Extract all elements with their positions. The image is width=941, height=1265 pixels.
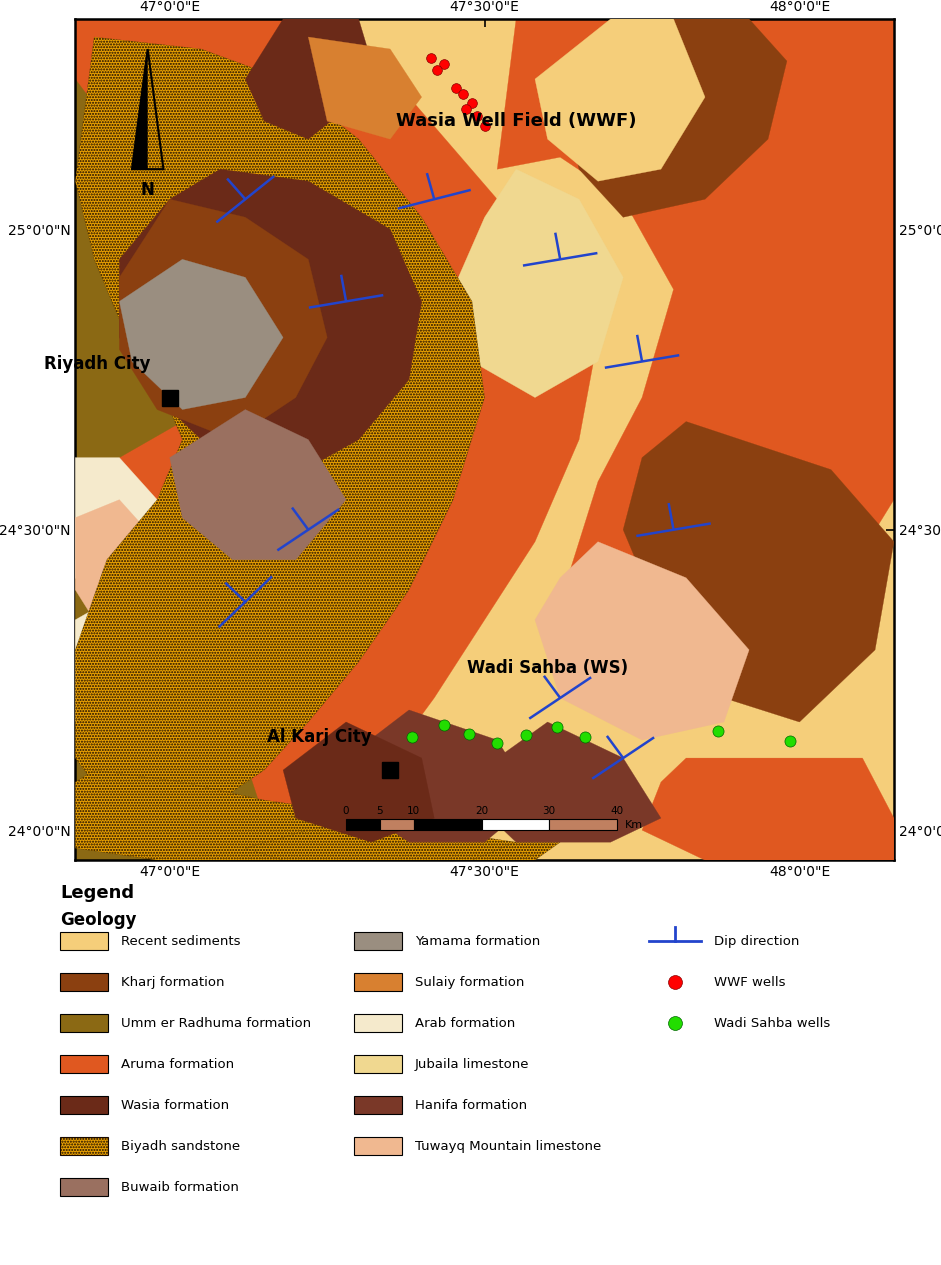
Text: Geology: Geology <box>60 911 136 929</box>
Text: 30: 30 <box>543 806 556 816</box>
Text: Dip direction: Dip direction <box>713 935 799 947</box>
Text: Wadi Sahba (WS): Wadi Sahba (WS) <box>467 659 629 677</box>
Polygon shape <box>75 500 157 620</box>
Polygon shape <box>75 530 183 662</box>
Text: Biyadh sandstone: Biyadh sandstone <box>120 1140 240 1152</box>
Text: Riyadh City: Riyadh City <box>44 355 151 373</box>
Bar <box>355 973 402 992</box>
Bar <box>355 932 402 950</box>
Text: Arab formation: Arab formation <box>415 1017 516 1030</box>
Polygon shape <box>346 710 535 842</box>
Text: Legend: Legend <box>60 884 135 902</box>
Polygon shape <box>472 722 661 842</box>
Bar <box>60 1055 107 1073</box>
Bar <box>60 1137 107 1155</box>
Text: 5: 5 <box>376 806 383 816</box>
Polygon shape <box>535 541 749 740</box>
Bar <box>346 820 380 830</box>
Text: Yamama formation: Yamama formation <box>415 935 540 947</box>
Polygon shape <box>246 830 516 860</box>
Text: Km: Km <box>625 820 643 830</box>
Text: Hanifa formation: Hanifa formation <box>415 1098 527 1112</box>
Polygon shape <box>75 458 157 602</box>
Text: WWF wells: WWF wells <box>713 975 785 989</box>
Text: Wadi Sahba wells: Wadi Sahba wells <box>713 1017 830 1030</box>
Text: Tuwayq Mountain limestone: Tuwayq Mountain limestone <box>415 1140 601 1152</box>
Bar <box>60 1095 107 1114</box>
Polygon shape <box>454 170 623 397</box>
Text: Al Karj City: Al Karj City <box>266 729 372 746</box>
Polygon shape <box>75 19 894 860</box>
Polygon shape <box>283 722 434 842</box>
Polygon shape <box>75 19 220 500</box>
Bar <box>355 1095 402 1114</box>
Bar <box>60 932 107 950</box>
Text: Sulaiy formation: Sulaiy formation <box>415 975 524 989</box>
Polygon shape <box>246 19 372 139</box>
Text: Recent sediments: Recent sediments <box>120 935 240 947</box>
Bar <box>60 1178 107 1197</box>
Polygon shape <box>120 259 283 410</box>
Bar <box>414 820 482 830</box>
Polygon shape <box>169 410 346 560</box>
Bar <box>355 1137 402 1155</box>
Polygon shape <box>132 49 148 170</box>
Bar <box>380 820 414 830</box>
Bar <box>550 820 617 830</box>
Polygon shape <box>623 421 894 722</box>
Polygon shape <box>535 19 705 181</box>
Text: 40: 40 <box>611 806 624 816</box>
Polygon shape <box>560 19 787 218</box>
Bar <box>355 1055 402 1073</box>
Text: Buwaib formation: Buwaib formation <box>120 1180 238 1194</box>
Bar <box>60 973 107 992</box>
Polygon shape <box>120 199 327 439</box>
Bar <box>482 820 550 830</box>
Polygon shape <box>497 19 894 722</box>
Text: Umm er Radhuma formation: Umm er Radhuma formation <box>120 1017 311 1030</box>
Polygon shape <box>120 170 422 482</box>
Polygon shape <box>75 602 169 758</box>
Polygon shape <box>75 589 264 860</box>
Text: 10: 10 <box>407 806 421 816</box>
Text: 20: 20 <box>475 806 488 816</box>
Polygon shape <box>75 37 485 818</box>
Text: Jubaila limestone: Jubaila limestone <box>415 1058 530 1070</box>
Text: Wasia formation: Wasia formation <box>120 1098 229 1112</box>
Text: Kharj formation: Kharj formation <box>120 975 224 989</box>
Polygon shape <box>75 19 598 860</box>
Text: Aruma formation: Aruma formation <box>120 1058 233 1070</box>
Text: 0: 0 <box>343 806 349 816</box>
Polygon shape <box>75 770 560 860</box>
Text: N: N <box>141 181 154 199</box>
Text: Wasia Well Field (WWF): Wasia Well Field (WWF) <box>396 113 636 130</box>
Bar <box>355 1015 402 1032</box>
Polygon shape <box>642 758 894 860</box>
Polygon shape <box>309 37 422 139</box>
Bar <box>60 1015 107 1032</box>
